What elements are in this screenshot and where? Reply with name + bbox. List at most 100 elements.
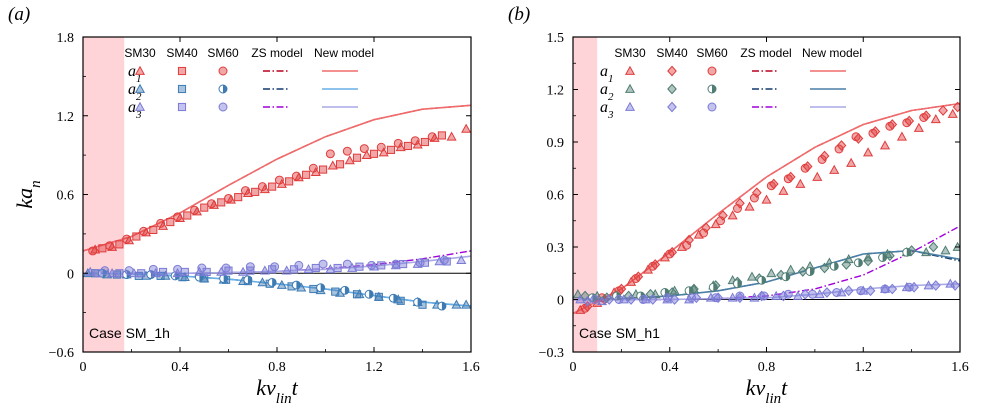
data-point (367, 260, 377, 270)
data-point (909, 281, 919, 293)
data-point (819, 262, 830, 274)
data-point (281, 265, 292, 275)
data-point (309, 284, 318, 294)
data-point (832, 288, 842, 297)
y-axis-title: kan (12, 180, 44, 208)
data-point (626, 294, 636, 305)
data-point (291, 280, 301, 290)
legend-marker (134, 83, 146, 93)
data-point (940, 245, 951, 255)
y-tick-label: 0 (557, 294, 564, 309)
data-point (682, 240, 692, 250)
y-tick-label: 1.8 (57, 31, 75, 46)
x-tick-label: 0.8 (268, 360, 286, 375)
data-point (805, 267, 815, 276)
data-point (128, 268, 139, 278)
data-point (735, 292, 745, 304)
series-a3-sm30 (85, 254, 467, 278)
series-a2-sm60 (587, 247, 912, 303)
data-point (342, 259, 352, 269)
data-point (684, 294, 695, 304)
data-point (325, 264, 336, 274)
y-tick-label: −0.3 (539, 346, 564, 361)
chart-panel-b: 0 0.4 0.8 1.2 1.6 −0.3 0 0.3 0.6 0.9 1.2 1.5 kvlint (… (508, 4, 969, 407)
data-point (276, 279, 287, 289)
data-point (302, 170, 311, 179)
data-point (952, 101, 960, 113)
data-point (580, 290, 590, 302)
legend-marker (177, 102, 187, 112)
case-label: Case SM_1h (89, 325, 170, 341)
data-point (331, 287, 340, 296)
data-point (604, 294, 615, 305)
x-tick-label: 0.8 (758, 360, 776, 375)
data-point (93, 269, 102, 278)
series-a1-sm40 (582, 101, 960, 312)
legend-marker (667, 101, 677, 113)
data-point (575, 294, 586, 304)
data-point (919, 113, 929, 122)
data-point (778, 290, 789, 302)
data-point (429, 132, 440, 142)
data-point (412, 258, 423, 268)
data-point (374, 292, 383, 301)
data-point (234, 193, 243, 202)
legend-row-label: a3 (600, 99, 614, 121)
data-point (134, 271, 143, 280)
data-point (781, 272, 791, 282)
data-point (834, 144, 844, 154)
legend-header: New model (314, 46, 374, 60)
data-point (207, 199, 217, 209)
data-point (294, 260, 304, 270)
data-point (224, 266, 233, 275)
plot-area (573, 101, 960, 315)
data-point (174, 212, 186, 222)
legend-header: SM60 (207, 46, 239, 60)
data-point (647, 294, 658, 305)
data-point (390, 260, 401, 270)
data-point (308, 163, 318, 173)
x-axis-title: kvlint (746, 375, 788, 407)
data-point (240, 186, 250, 196)
data-point (386, 145, 396, 154)
data-point (369, 149, 379, 158)
data-point (141, 227, 152, 237)
data-point (399, 259, 408, 269)
series-a3-sm60 (100, 255, 449, 276)
legend-row-label: a2 (600, 81, 614, 103)
legend-marker (707, 84, 717, 94)
data-point (217, 198, 226, 207)
data-point (333, 263, 342, 273)
data-point (420, 137, 429, 147)
data-point (291, 171, 301, 181)
legend-marker (218, 66, 228, 76)
legend-marker (707, 66, 717, 76)
data-point (930, 114, 941, 124)
data-point (352, 290, 362, 299)
data-point (902, 118, 912, 128)
legend-header: SM60 (696, 46, 728, 60)
data-point (878, 253, 888, 262)
y-tick-label: 0.6 (57, 189, 75, 204)
data-point (638, 295, 648, 304)
data-point (645, 288, 656, 300)
legend-marker (177, 66, 187, 76)
data-point (378, 147, 389, 157)
data-point (618, 294, 629, 304)
data-point (124, 266, 134, 276)
model-curve-a3-new-model (573, 283, 960, 301)
data-point (456, 254, 467, 264)
x-tick-label: 1.2 (365, 360, 383, 375)
data-point (112, 270, 122, 279)
data-point (427, 132, 437, 142)
data-point (461, 299, 471, 309)
data-point (596, 296, 608, 306)
legend-marker (667, 65, 677, 77)
data-point (137, 269, 146, 278)
data-point (243, 275, 253, 285)
data-point (270, 262, 280, 272)
legend-marker (707, 102, 717, 112)
data-point (904, 282, 914, 292)
data-point (148, 264, 158, 274)
